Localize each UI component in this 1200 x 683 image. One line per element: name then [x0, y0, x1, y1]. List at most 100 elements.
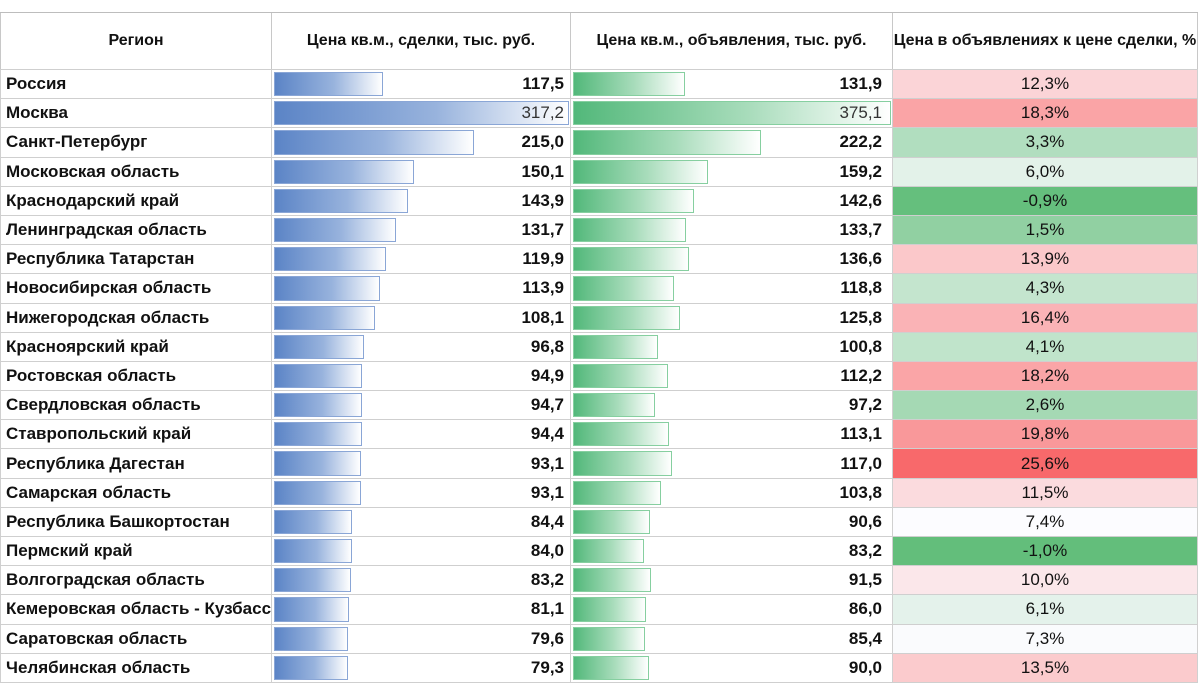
deal-price-value: 215,0: [521, 132, 564, 152]
deal-price-value: 84,0: [530, 541, 564, 561]
ratio-cell: 11,5%: [893, 478, 1198, 507]
ads-price-bar: [573, 130, 762, 155]
deal-price-cell: 94,7: [272, 391, 571, 420]
table-row: Кемеровская область - Кузбасс 81,1 86,0 6,1…: [0, 594, 1198, 624]
table-row: Ленинградская область 131,7 133,7 1,5%: [0, 214, 1198, 245]
ads-price-value: 125,8: [839, 307, 882, 327]
ads-price-cell: 118,8: [571, 274, 893, 303]
table-row: Краснодарский край 143,9 142,6 -0,9%: [0, 185, 1198, 215]
deal-price-bar: [274, 276, 380, 301]
ratio-cell: 7,3%: [893, 624, 1198, 653]
deal-price-cell: 84,0: [272, 537, 571, 566]
table-row: Санкт-Петербург 215,0 222,2 3,3%: [0, 127, 1198, 157]
table-body: Россия 117,5 131,9 12,3% Москва 317,2 375,1 18,…: [0, 69, 1198, 683]
ads-price-cell: 90,6: [571, 507, 893, 536]
ads-price-bar: [573, 422, 669, 447]
region-name: Красноярский край: [0, 332, 272, 361]
deal-price-cell: 215,0: [272, 128, 571, 157]
ads-price-cell: 91,5: [571, 566, 893, 595]
deal-price-cell: 143,9: [272, 186, 571, 215]
ads-price-value: 375,1: [839, 103, 882, 123]
region-name: Республика Татарстан: [0, 245, 272, 274]
ads-price-cell: 136,6: [571, 245, 893, 274]
ratio-cell: 6,0%: [893, 157, 1198, 186]
deal-price-bar: [274, 188, 408, 213]
header-deal-price: Цена кв.м., сделки, тыс. руб.: [272, 13, 571, 69]
table-row: Саратовская область 79,6 85,4 7,3%: [0, 623, 1198, 653]
ads-price-bar: [573, 451, 673, 476]
region-name: Россия: [0, 70, 272, 99]
ads-price-value: 90,6: [848, 511, 882, 531]
deal-price-bar: [274, 509, 353, 534]
ads-price-value: 142,6: [839, 190, 882, 210]
deal-price-bar: [274, 422, 362, 447]
ads-price-cell: 86,0: [571, 595, 893, 624]
ads-price-value: 103,8: [839, 482, 882, 502]
ads-price-bar: [573, 188, 694, 213]
region-name: Новосибирская область: [0, 274, 272, 303]
deal-price-value: 119,9: [522, 249, 564, 269]
ratio-cell: 25,6%: [893, 449, 1198, 478]
deal-price-value: 81,1: [530, 599, 564, 619]
table-row: Республика Башкортостан 84,4 90,6 7,4%: [0, 506, 1198, 536]
ads-price-value: 136,6: [839, 249, 882, 269]
ads-price-value: 131,9: [839, 74, 882, 94]
ratio-cell: 1,5%: [893, 215, 1198, 245]
ratio-cell: 3,3%: [893, 128, 1198, 157]
ads-price-cell: 100,8: [571, 332, 893, 361]
ratio-cell: 13,5%: [893, 653, 1198, 682]
region-name: Свердловская область: [0, 391, 272, 420]
deal-price-bar: [274, 363, 363, 389]
deal-price-value: 143,9: [521, 190, 564, 210]
ads-price-bar: [573, 334, 659, 359]
deal-price-value: 117,5: [522, 74, 564, 94]
region-name: Республика Башкортостан: [0, 507, 272, 536]
table-row: Челябинская область 79,3 90,0 13,5%: [0, 652, 1198, 683]
ads-price-cell: 97,2: [571, 391, 893, 420]
deal-price-bar: [274, 159, 414, 184]
deal-price-value: 84,4: [530, 511, 564, 531]
ads-price-value: 117,0: [840, 453, 882, 473]
ads-price-value: 100,8: [839, 336, 882, 356]
ads-price-bar: [573, 276, 674, 301]
deal-price-bar: [274, 72, 384, 97]
region-name: Кемеровская область - Кузбасс: [0, 595, 272, 624]
deal-price-value: 96,8: [530, 336, 564, 356]
deal-price-cell: 113,9: [272, 274, 571, 303]
ads-price-value: 112,2: [840, 365, 882, 385]
deal-price-cell: 94,4: [272, 420, 571, 449]
deal-price-value: 94,7: [530, 395, 564, 415]
table-row: Республика Татарстан 119,9 136,6 13,9%: [0, 244, 1198, 274]
table-row: Волгоградская область 83,2 91,5 10,0%: [0, 565, 1198, 595]
deal-price-cell: 93,1: [272, 478, 571, 507]
deal-price-bar: [274, 130, 474, 155]
ads-price-bar: [573, 247, 689, 272]
deal-price-value: 93,1: [530, 482, 564, 502]
deal-price-cell: 83,2: [272, 566, 571, 595]
ratio-cell: -0,9%: [893, 186, 1198, 215]
ads-price-bar: [573, 72, 685, 97]
region-name: Санкт-Петербург: [0, 128, 272, 157]
table-row: Ростовская область 94,9 112,2 18,2%: [0, 360, 1198, 391]
deal-price-cell: 79,6: [272, 624, 571, 653]
deal-price-bar: [274, 334, 365, 359]
table-row: Новосибирская область 113,9 118,8 4,3%: [0, 273, 1198, 303]
deal-price-cell: 117,5: [272, 70, 571, 99]
ads-price-value: 97,2: [848, 395, 882, 415]
header-ads-price: Цена кв.м., объявления, тыс. руб.: [571, 13, 893, 69]
deal-price-value: 131,7: [521, 220, 564, 240]
ads-price-cell: 113,1: [571, 420, 893, 449]
deal-price-value: 94,9: [530, 365, 564, 385]
ads-price-cell: 375,1: [571, 99, 893, 128]
ads-price-cell: 90,0: [571, 653, 893, 682]
ads-price-bar: [573, 509, 650, 534]
ads-price-cell: 131,9: [571, 70, 893, 99]
deal-price-bar: [274, 247, 386, 272]
deal-price-value: 79,6: [530, 628, 564, 648]
ads-price-value: 133,7: [839, 220, 882, 240]
ads-price-bar: [573, 159, 708, 184]
region-name: Ставропольский край: [0, 420, 272, 449]
region-name: Москва: [0, 99, 272, 128]
deal-price-bar: [274, 217, 397, 243]
ads-price-value: 91,5: [848, 570, 882, 590]
